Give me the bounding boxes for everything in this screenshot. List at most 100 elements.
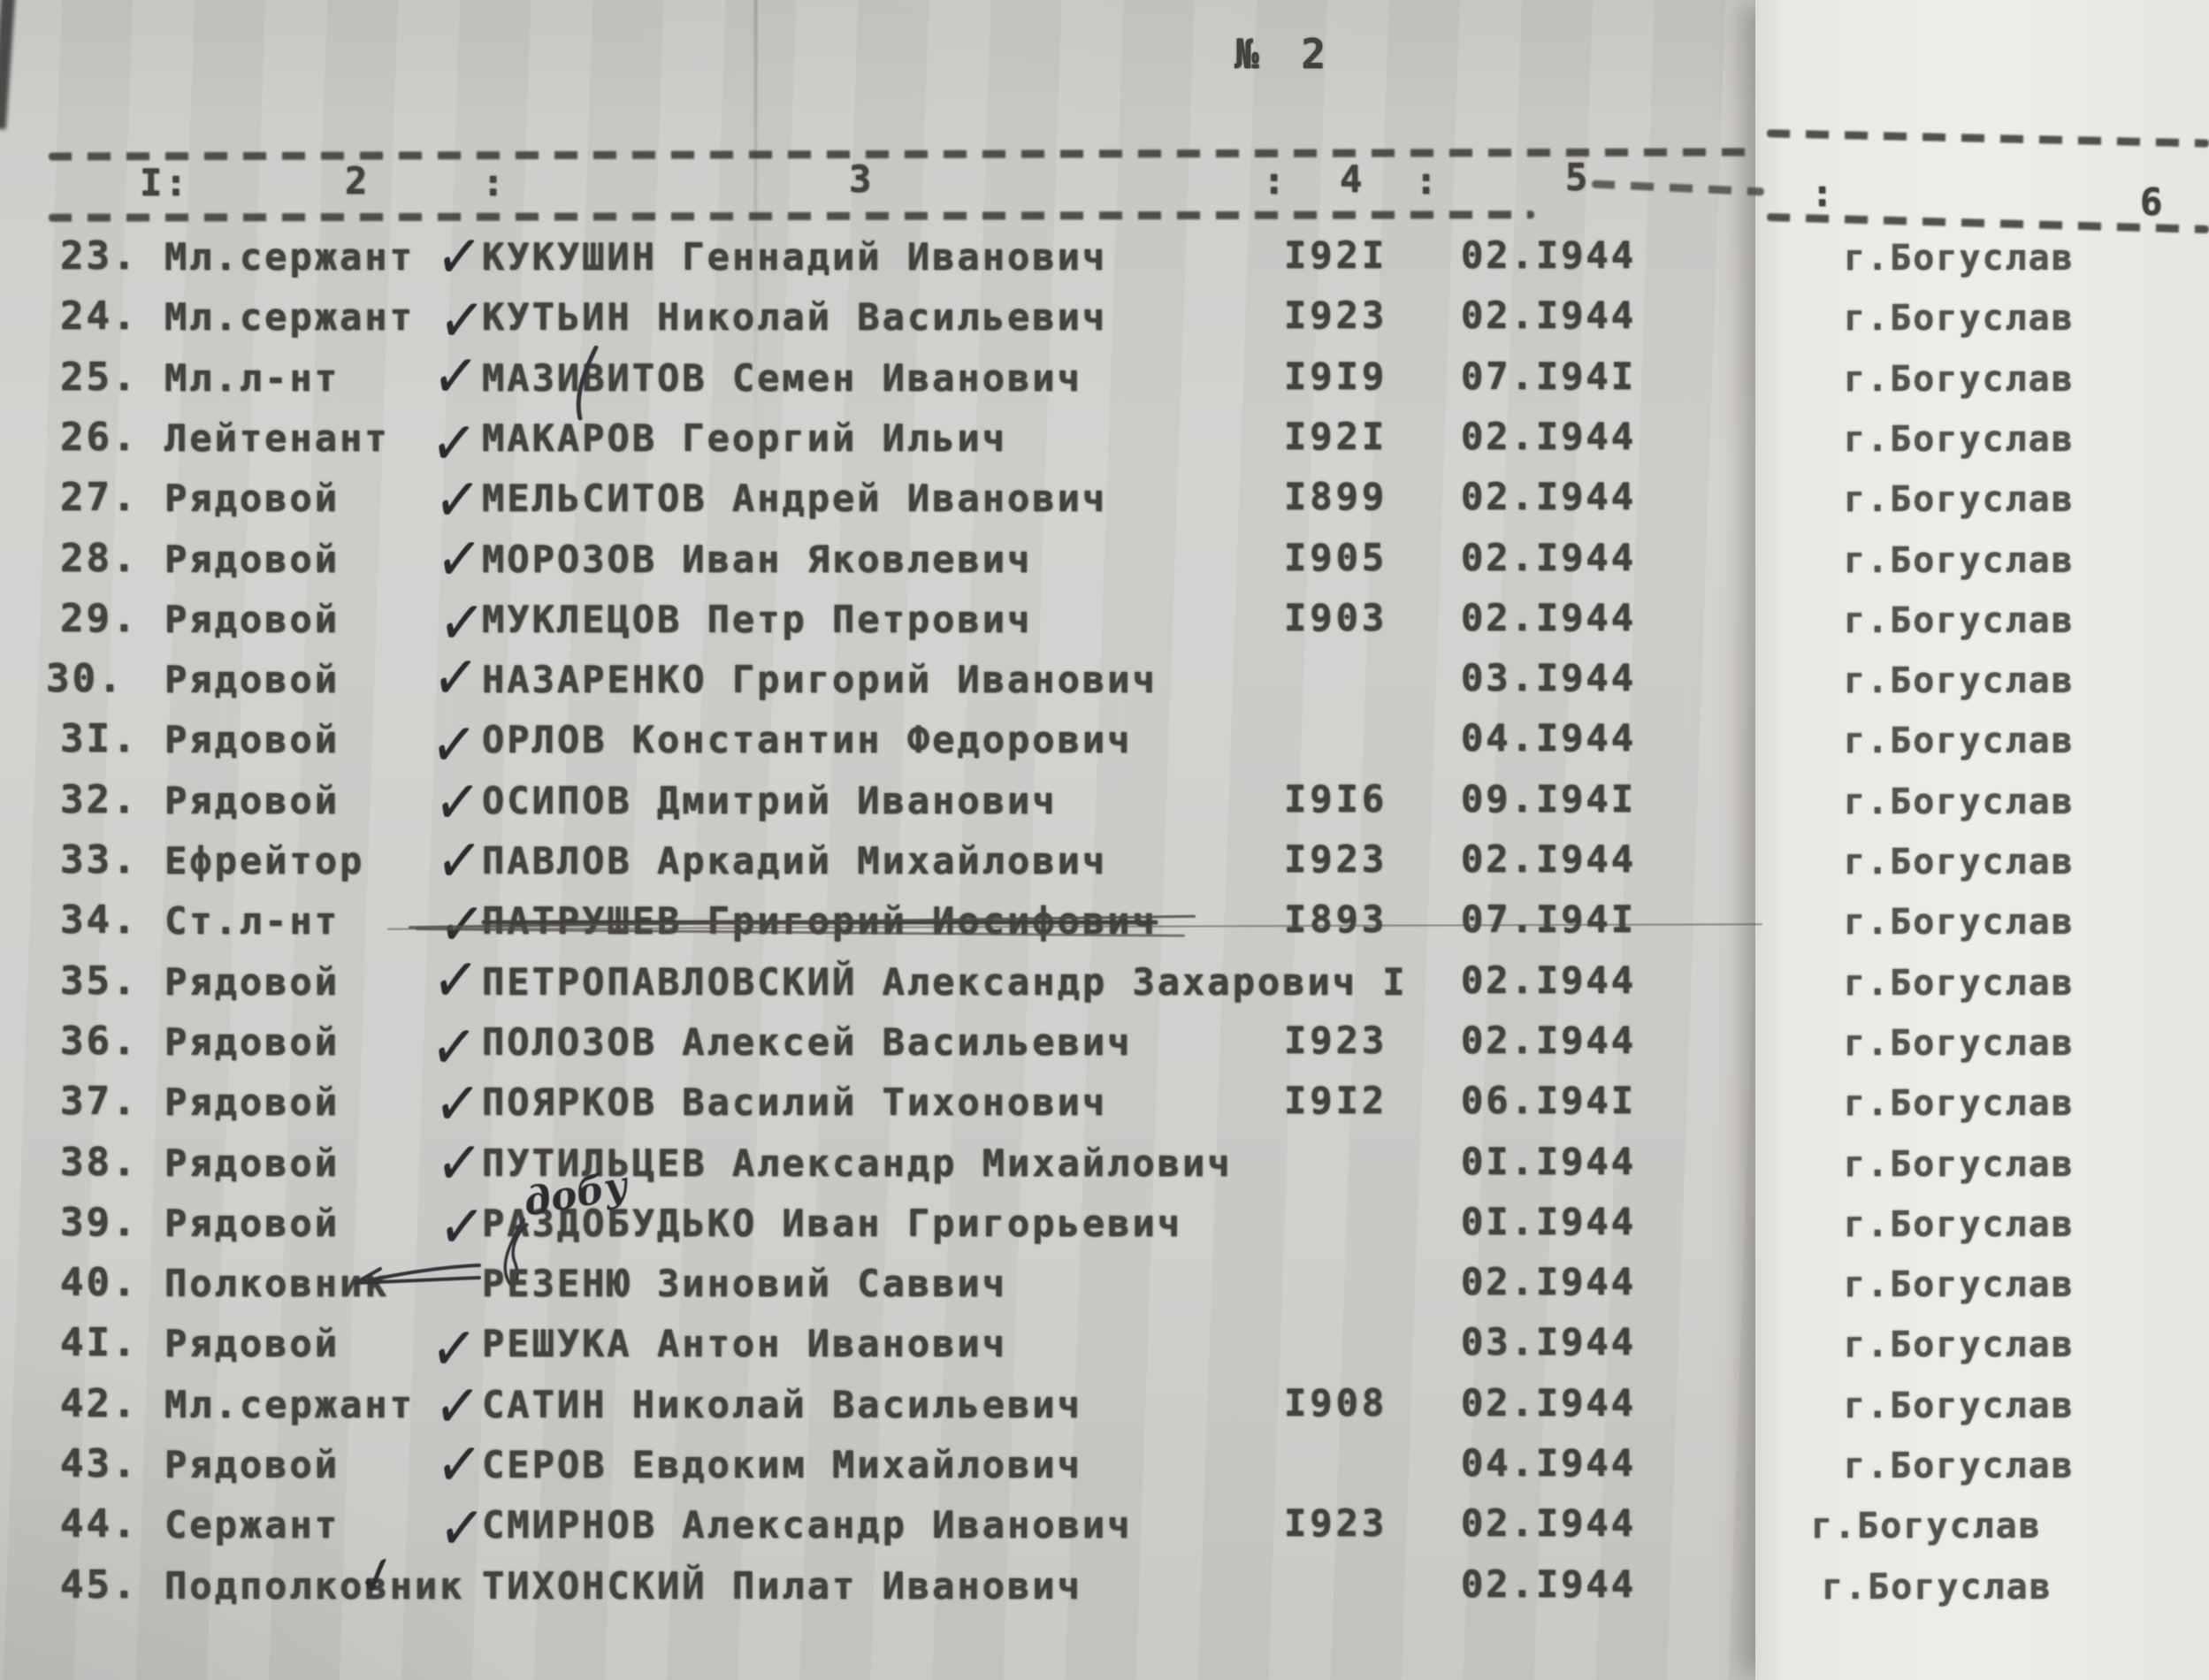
- birth-year: I9I9: [1284, 355, 1388, 398]
- row-number: 4I.: [60, 1320, 139, 1365]
- rank: Рядовой: [164, 538, 340, 581]
- rank: Мл.сержант: [164, 1383, 415, 1426]
- column-header-4: 3: [849, 157, 875, 201]
- column-header-8: 5: [1565, 156, 1591, 199]
- row-number: 32.: [60, 777, 139, 822]
- record-row-26: 26. Лейтенант МАКАРОВ Георгий Ильич I92I 02.…: [0, 405, 2209, 482]
- burial-place: г.Богуслав: [1844, 1264, 2075, 1305]
- rank: Рядовой: [164, 779, 340, 822]
- burial-place: г.Богуслав: [1844, 1204, 2075, 1245]
- death-date: 02.I944: [1461, 837, 1637, 881]
- death-date: 02.I944: [1461, 536, 1637, 579]
- birth-year: I92I: [1284, 233, 1388, 277]
- rank: Рядовой: [164, 598, 340, 641]
- full-name: КУТЬИН Николай Васильевич: [482, 295, 1108, 339]
- record-row-39: 39. Рядовой РАЗДОБУДЬКО Иван Григорьевич 0I…: [0, 1163, 2209, 1287]
- row-number: 29.: [60, 596, 139, 641]
- record-row-44: 44. Сержант СМИРНОВ Александр Иванович I923…: [0, 1490, 2209, 1567]
- column-header-6: 4: [1340, 157, 1365, 201]
- row-number: 26.: [60, 415, 139, 460]
- row-number: 33.: [60, 837, 139, 882]
- birth-year: I923: [1284, 837, 1388, 881]
- row-number: 45.: [60, 1562, 139, 1607]
- sheet-number: № 2: [1234, 30, 1335, 78]
- burial-place: г.Богуслав: [1844, 902, 2075, 943]
- row-number: 39.: [60, 1200, 139, 1245]
- death-date: 03.I944: [1461, 656, 1637, 699]
- full-name: САТИН Николай Васильевич: [482, 1383, 1082, 1426]
- birth-year: I923: [1284, 1501, 1388, 1545]
- record-row-30: 30. Рядовой НАЗАРЕНКО Григорий Иванович 03.…: [0, 639, 2209, 718]
- column-header-3: :: [482, 161, 508, 204]
- burial-place: г.Богуслав: [1844, 1083, 2075, 1124]
- death-date: 02.I944: [1461, 1381, 1637, 1424]
- rank: Лейтенант: [164, 416, 390, 460]
- row-number: 3I.: [60, 716, 139, 761]
- record-row-29: 29. Рядовой МУКЛЕЦОВ Петр Петрович I903 02.I…: [0, 584, 2209, 661]
- column-header-2: 2: [345, 159, 371, 202]
- death-date: 02.I944: [1461, 958, 1637, 1002]
- pen-scribble-loops: [503, 1218, 529, 1287]
- pen-stroke-mark: [576, 346, 599, 421]
- full-name: ТИХОНСКИЙ Пилат Иванович: [482, 1564, 1082, 1607]
- row-number: 25.: [60, 355, 139, 400]
- burial-place: г.Богуслав: [1844, 419, 2075, 460]
- row-number: 42.: [60, 1381, 139, 1426]
- rank: Рядовой: [164, 1202, 340, 1245]
- record-row-45: 45. Подполковник ТИХОНСКИЙ Пилат Иванович 0…: [0, 1542, 2209, 1624]
- full-name: ПОЯРКОВ Василий Тихонович: [482, 1081, 1108, 1124]
- record-row-40: 40. Полковник РЕЗЕНЮ Зиновий Саввич 02.I944…: [0, 1260, 2209, 1322]
- record-row-36: 36. Рядовой ПОЛОЗОВ Алексей Васильевич I923…: [0, 1009, 2209, 1086]
- row-number: 38.: [60, 1140, 139, 1185]
- full-name: ОРЛОВ Константин Федорович: [482, 718, 1133, 761]
- full-name: МОРОЗОВ Иван Яковлевич: [482, 538, 1033, 581]
- row-number: 35.: [60, 958, 139, 1004]
- birth-year: I92I: [1284, 415, 1388, 458]
- death-date: 02.I944: [1461, 1260, 1637, 1303]
- full-name: РАЗДОБУДЬКО Иван Григорьевич: [482, 1202, 1183, 1245]
- full-name: СМИРНОВ Александр Иванович: [482, 1503, 1133, 1546]
- death-date: 07.I94I: [1461, 897, 1637, 941]
- full-name: КУКУШИН Геннадий Иванович: [482, 235, 1108, 279]
- burial-place: г.Богуслав: [1811, 1506, 2042, 1546]
- birth-year: I903: [1284, 596, 1388, 639]
- rank: Рядовой: [164, 1322, 340, 1365]
- record-row-37: 37. Рядовой ПОЯРКОВ Василий Тихонович I9I2 0…: [0, 1065, 2209, 1142]
- rank: Полковник: [164, 1262, 390, 1305]
- rank: Рядовой: [164, 1081, 340, 1124]
- record-row-33: 33. Ефрейтор ПАВЛОВ Аркадий Михайлович I923…: [0, 822, 2209, 899]
- birth-year: I905: [1284, 536, 1388, 579]
- death-date: 09.I94I: [1461, 777, 1637, 821]
- birth-year: I9I2: [1284, 1079, 1388, 1122]
- full-name: РЕШУКА Антон Иванович: [482, 1322, 1008, 1365]
- rank: Рядовой: [164, 477, 340, 520]
- record-row-32: 32. Рядовой ОСИПОВ Дмитрий Иванович I9I6 09.…: [0, 764, 2209, 841]
- column-header-5: :: [1263, 159, 1288, 202]
- rank: Подполковник: [164, 1564, 465, 1607]
- birth-year: I908: [1284, 1381, 1388, 1424]
- burial-place: г.Богуслав: [1844, 1446, 2075, 1486]
- record-row-38: 38. Рядовой ПУТИЛЬЦЕВ Александр Михайлович…: [0, 1125, 2209, 1202]
- death-date: 02.I944: [1461, 475, 1637, 518]
- row-number: 44.: [60, 1501, 139, 1546]
- death-date: 04.I944: [1461, 1441, 1637, 1485]
- full-name: ОСИПОВ Дмитрий Иванович: [482, 779, 1058, 822]
- record-row-25: 25. Мл.л-нт МАЗИВИТОВ Семен Иванович I9I9 07…: [0, 338, 2209, 421]
- burial-place: г.Богуслав: [1844, 842, 2075, 882]
- rank: Ст.л-нт: [164, 899, 340, 943]
- row-number: 24.: [60, 294, 139, 339]
- record-row-23: 23. Мл.сержант КУКУШИН Геннадий Иванович I9…: [0, 218, 2209, 295]
- birth-year: I893: [1284, 897, 1388, 941]
- burial-place: г.Богуслав: [1844, 600, 2075, 641]
- birth-year: I899: [1284, 475, 1388, 518]
- row-number: 40.: [60, 1260, 139, 1305]
- pen-checkmark-icon: ✓: [429, 338, 482, 416]
- record-row-43: 43. Рядовой СЕРОВ Евдоким Михайлович 04.I94…: [0, 1426, 2209, 1503]
- full-name: СЕРОВ Евдоким Михайлович: [482, 1443, 1082, 1486]
- record-row-27: 27. Рядовой МЕЛЬСИТОВ Андрей Иванович I899 0…: [0, 462, 2209, 538]
- burial-place: г.Богуслав: [1844, 540, 2075, 581]
- full-name: ПАВЛОВ Аркадий Михайлович: [482, 839, 1108, 882]
- pen-checkmark-icon: ✓: [429, 942, 482, 1019]
